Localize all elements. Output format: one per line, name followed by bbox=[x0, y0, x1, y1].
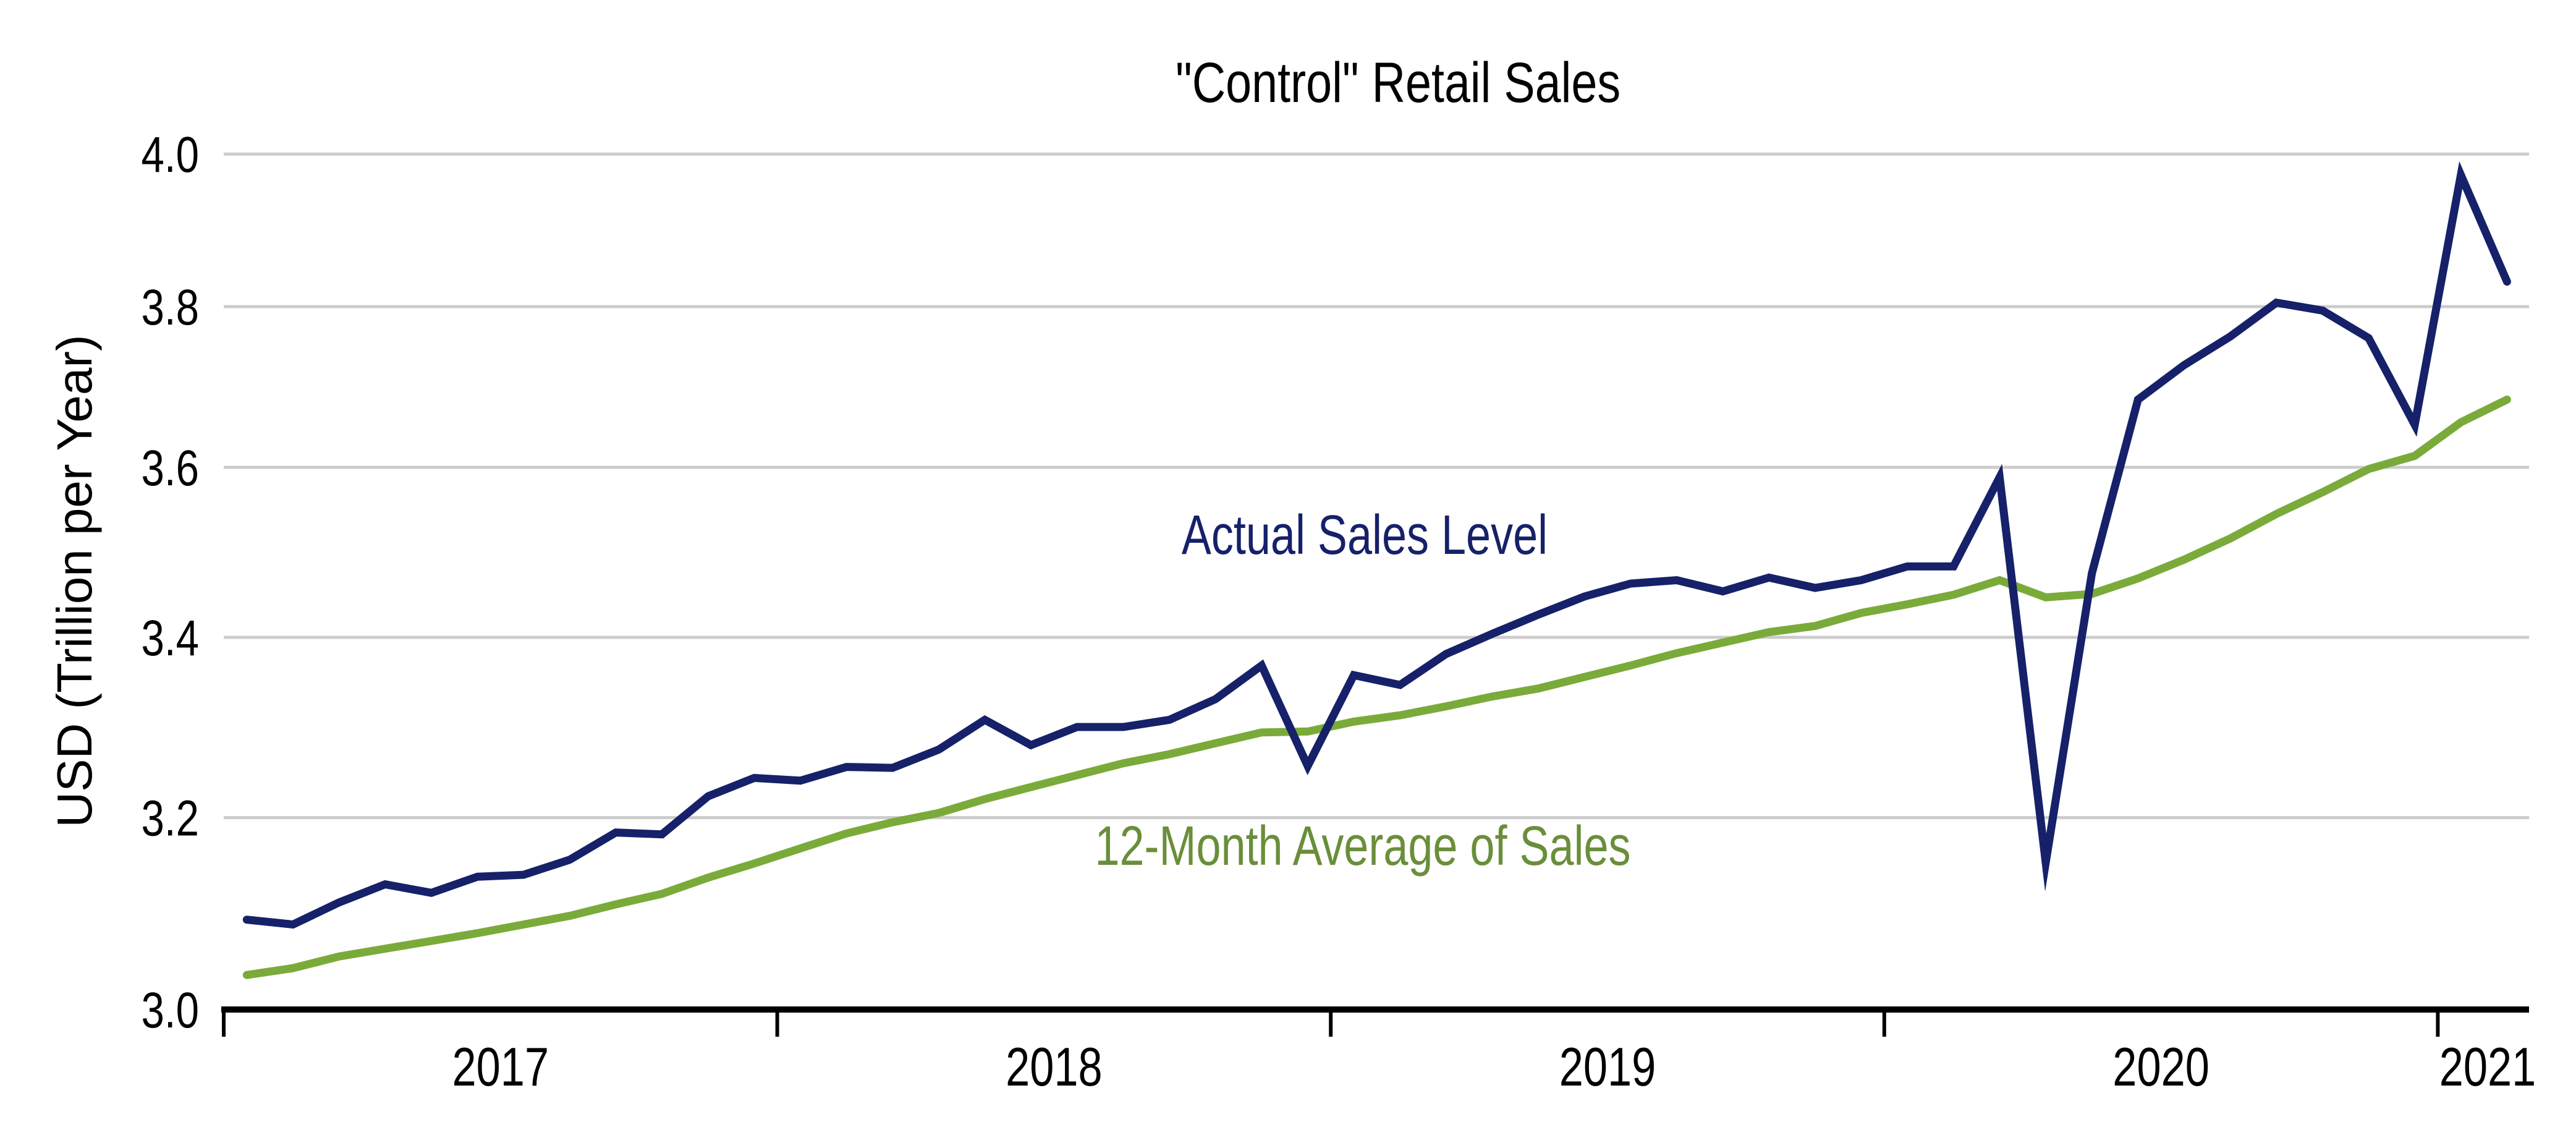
x-tick-label: 2017 bbox=[452, 1036, 549, 1097]
x-ticks bbox=[222, 1010, 2440, 1037]
x-tick-labels: 2017 2018 2019 2020 2021 bbox=[452, 1036, 2536, 1097]
gridlines bbox=[224, 152, 2529, 820]
series-lines bbox=[242, 161, 2511, 979]
x-tick-label: 2021 bbox=[2439, 1036, 2536, 1097]
y-tick-labels: 3.0 3.2 3.4 3.6 3.8 4.0 bbox=[142, 126, 199, 1039]
x-tick-label: 2018 bbox=[1006, 1036, 1103, 1097]
y-tick-label: 3.4 bbox=[142, 610, 199, 666]
y-tick-label: 3.2 bbox=[142, 789, 199, 846]
y-tick-label: 3.6 bbox=[142, 440, 199, 496]
y-axis-label: USD (Trillion per Year) bbox=[47, 334, 102, 827]
y-tick-label: 3.8 bbox=[142, 279, 199, 336]
actual-sales-line bbox=[242, 161, 2511, 929]
y-tick-label: 3.0 bbox=[142, 982, 199, 1039]
y-tick-label: 4.0 bbox=[142, 126, 199, 183]
series-label-actual-sales: Actual Sales Level bbox=[1182, 504, 1548, 566]
series-label-12-month-average: 12-Month Average of Sales bbox=[1095, 815, 1630, 877]
x-tick-label: 2019 bbox=[1559, 1036, 1656, 1097]
chart-title: "Control" Retail Sales bbox=[1176, 51, 1621, 114]
x-tick-label: 2020 bbox=[2112, 1036, 2210, 1097]
twelve-month-average-line bbox=[242, 395, 2511, 979]
